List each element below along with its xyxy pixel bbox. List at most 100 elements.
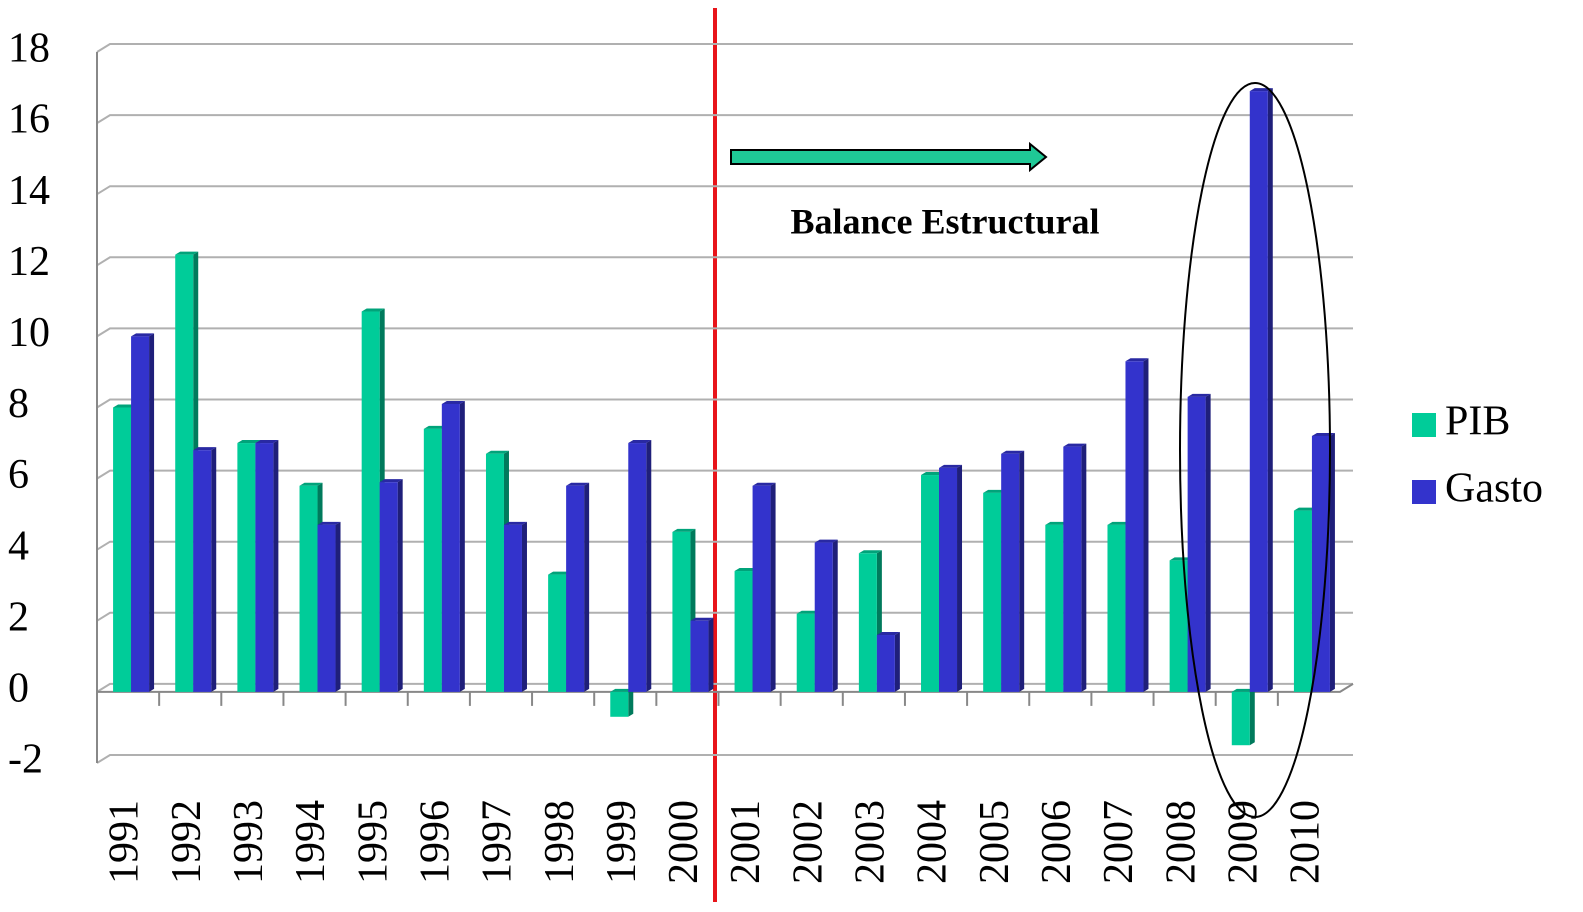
bar	[858, 553, 877, 692]
bar	[175, 254, 194, 692]
bar	[796, 613, 815, 692]
x-tick-label: 1991	[102, 800, 148, 884]
grid-line	[96, 185, 1353, 196]
bar-side	[1329, 432, 1335, 692]
bar	[610, 691, 629, 717]
bar-top	[1231, 688, 1255, 692]
y-tick-label: 16	[8, 97, 50, 143]
y-tick-label: 18	[8, 26, 50, 72]
bar	[734, 571, 753, 692]
bar-top	[1063, 443, 1087, 447]
bar-top	[734, 568, 758, 572]
bar	[441, 403, 460, 692]
bar-side	[1081, 443, 1087, 692]
y-tick-label: 2	[8, 594, 29, 640]
x-tick-label: 2006	[1034, 800, 1080, 884]
x-tick-label: 1997	[475, 800, 521, 884]
bar-top	[876, 632, 900, 636]
bar-top	[1045, 521, 1069, 525]
bar-top	[441, 400, 465, 404]
y-tick-label: 14	[8, 168, 50, 214]
highlight-ellipse	[1179, 82, 1331, 818]
bar	[1311, 435, 1330, 692]
grid-line	[96, 611, 1353, 622]
bar	[1001, 453, 1020, 692]
x-tick-label: 1992	[164, 800, 210, 884]
bar-top	[983, 489, 1007, 493]
x-tick-label: 2002	[785, 800, 831, 884]
bar-side	[1019, 450, 1025, 692]
bar-side	[1267, 88, 1273, 692]
bar-top	[921, 472, 945, 476]
bar-top	[628, 440, 652, 444]
bar	[361, 311, 380, 692]
bar	[876, 635, 895, 692]
y-tick-label: 6	[8, 452, 29, 498]
x-tick-label: 2005	[972, 800, 1018, 884]
bar-top	[131, 333, 155, 337]
bar-top	[939, 464, 963, 468]
bar	[131, 336, 150, 692]
x-tick-label: 2010	[1283, 800, 1329, 884]
bar	[1293, 510, 1312, 692]
x-tick-label: 1995	[350, 800, 396, 884]
x-tick-label: 1993	[226, 800, 272, 884]
y-tick-label: 12	[8, 239, 50, 285]
bar	[299, 485, 318, 692]
bar-side	[628, 688, 634, 717]
bar-top	[1001, 450, 1025, 454]
bar-top	[503, 521, 527, 525]
grid-line	[96, 398, 1353, 409]
bar-top	[379, 479, 403, 483]
bar	[423, 428, 442, 692]
bar	[814, 542, 833, 692]
bar	[690, 620, 709, 692]
bar-top	[1169, 557, 1193, 561]
y-tick-label: 8	[8, 381, 29, 427]
bar	[939, 467, 958, 692]
bar-top	[485, 450, 509, 454]
bar	[1045, 524, 1064, 692]
grid-line	[96, 469, 1353, 480]
x-tick-label: 2009	[1220, 800, 1266, 884]
x-tick-label: 2008	[1158, 800, 1204, 884]
bar	[983, 492, 1002, 692]
grid-line	[96, 327, 1353, 338]
bar-side	[770, 482, 776, 692]
bar-side	[459, 400, 465, 692]
bar-top	[237, 440, 261, 444]
bar	[1063, 446, 1082, 692]
bar-side	[708, 617, 714, 692]
bar	[1231, 691, 1250, 746]
grid-line	[96, 754, 1353, 764]
bar-top	[1107, 521, 1131, 525]
annotation: Balance Estructural	[791, 201, 1100, 241]
x-tick-label: 1998	[537, 800, 583, 884]
bar	[237, 443, 256, 692]
bar-top	[814, 539, 838, 543]
bar	[672, 531, 691, 692]
bar-side	[894, 632, 900, 692]
bar-side	[646, 440, 652, 692]
bar	[1187, 396, 1206, 692]
x-tick-label: 2001	[723, 800, 769, 884]
bar-side	[1249, 688, 1255, 746]
bar-side	[397, 479, 403, 692]
bar-top	[548, 571, 572, 575]
bar-top	[672, 528, 696, 532]
y-tick-label: 4	[8, 523, 29, 569]
bar-top	[175, 251, 199, 255]
bar-top	[113, 404, 137, 408]
bar-top	[690, 617, 714, 621]
x-tick-label: 2000	[661, 800, 707, 884]
bar	[255, 443, 274, 692]
bar-side	[1205, 393, 1211, 692]
x-tick-label: 1999	[599, 800, 645, 884]
bar	[113, 407, 132, 692]
bar-top	[610, 688, 634, 692]
y-tick-label: 0	[8, 666, 29, 712]
bar-side	[584, 482, 590, 692]
bar-top	[858, 550, 882, 554]
legend-label: Gasto	[1445, 466, 1543, 512]
x-tick-label: 2004	[910, 800, 956, 884]
